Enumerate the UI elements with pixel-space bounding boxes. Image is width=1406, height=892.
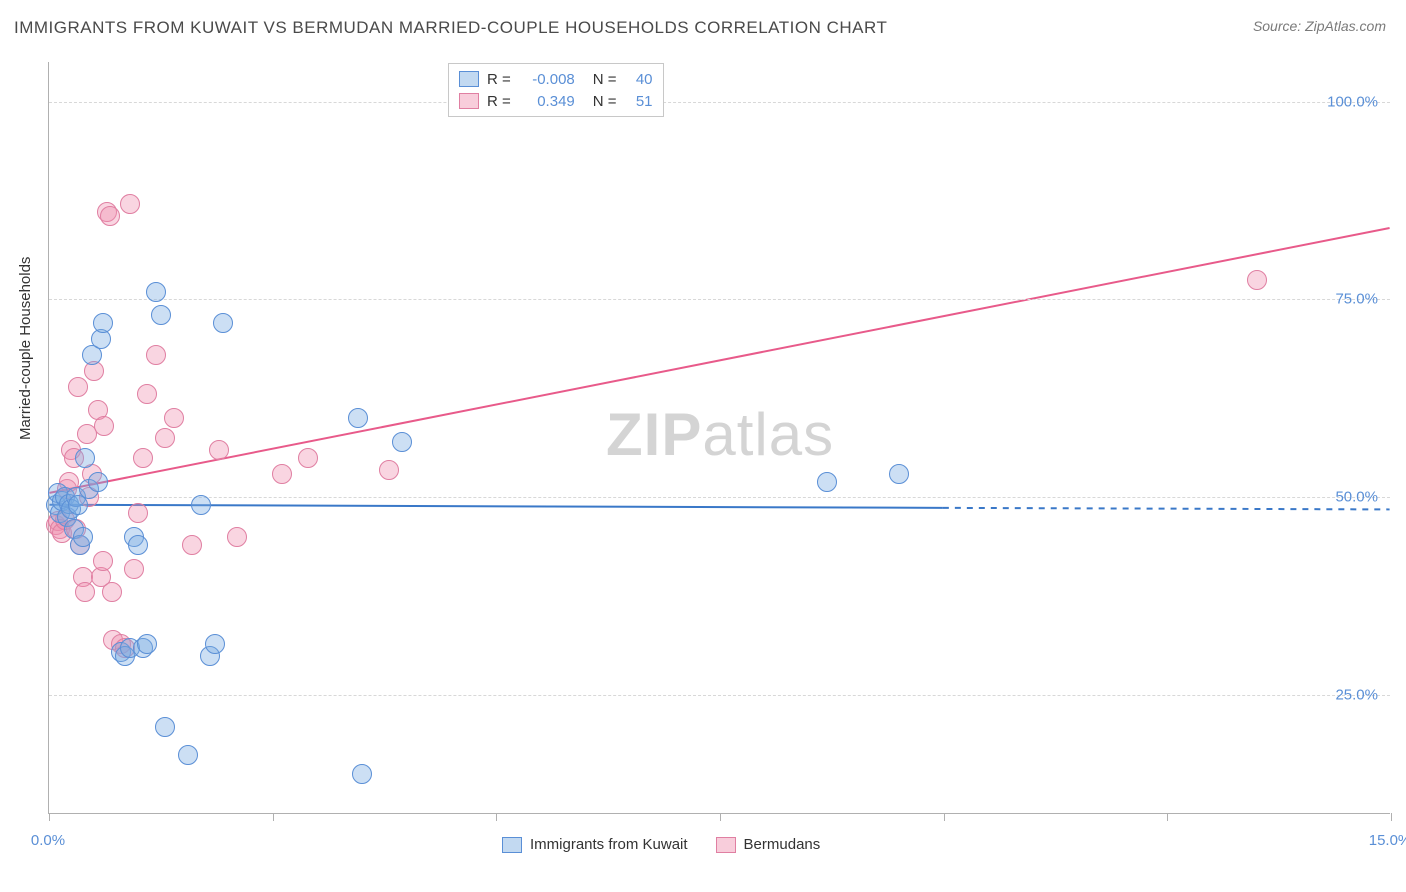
scatter-point: [120, 194, 140, 214]
legend-r-label: R =: [487, 71, 511, 88]
scatter-point: [93, 551, 113, 571]
y-tick-label: 25.0%: [1335, 687, 1378, 704]
legend-r-value: -0.008: [519, 71, 575, 88]
scatter-point: [182, 535, 202, 555]
trend-line: [943, 508, 1390, 510]
scatter-point: [155, 428, 175, 448]
x-tick-label: 15.0%: [1369, 832, 1406, 849]
legend-n-label: N =: [593, 93, 617, 110]
series-legend: Immigrants from Kuwait Bermudans: [502, 836, 820, 853]
legend-item: Immigrants from Kuwait: [502, 836, 688, 853]
trend-lines-layer: [49, 62, 1390, 813]
scatter-point: [93, 313, 113, 333]
gridline: [49, 695, 1390, 696]
x-tick: [944, 813, 945, 821]
y-tick-label: 75.0%: [1335, 291, 1378, 308]
scatter-point: [178, 745, 198, 765]
legend-swatch: [459, 71, 479, 87]
scatter-point: [227, 527, 247, 547]
legend-item: Bermudans: [716, 836, 821, 853]
scatter-point: [137, 384, 157, 404]
legend-row: R = 0.349 N = 51: [459, 90, 653, 112]
scatter-point: [213, 313, 233, 333]
legend-r-label: R =: [487, 93, 511, 110]
watermark-rest: atlas: [702, 401, 834, 468]
scatter-point: [146, 282, 166, 302]
scatter-point: [75, 582, 95, 602]
trend-line: [49, 228, 1389, 493]
scatter-point: [146, 345, 166, 365]
chart-container: IMMIGRANTS FROM KUWAIT VS BERMUDAN MARRI…: [0, 0, 1406, 892]
scatter-point: [164, 408, 184, 428]
scatter-point: [137, 634, 157, 654]
legend-swatch: [502, 837, 522, 853]
legend-n-label: N =: [593, 71, 617, 88]
chart-title: IMMIGRANTS FROM KUWAIT VS BERMUDAN MARRI…: [14, 18, 887, 38]
scatter-point: [124, 559, 144, 579]
scatter-point: [102, 582, 122, 602]
scatter-point: [379, 460, 399, 480]
x-tick: [49, 813, 50, 821]
legend-swatch: [716, 837, 736, 853]
scatter-point: [1247, 270, 1267, 290]
scatter-point: [133, 448, 153, 468]
legend-n-value: 40: [625, 71, 653, 88]
gridline: [49, 299, 1390, 300]
scatter-point: [151, 305, 171, 325]
x-tick: [1167, 813, 1168, 821]
scatter-point: [817, 472, 837, 492]
y-tick-label: 50.0%: [1335, 489, 1378, 506]
watermark: ZIPatlas: [606, 400, 834, 469]
scatter-point: [128, 503, 148, 523]
scatter-point: [889, 464, 909, 484]
y-tick-label: 100.0%: [1327, 93, 1378, 110]
correlation-legend: R = -0.008 N = 40 R = 0.349 N = 51: [448, 63, 664, 117]
x-tick: [273, 813, 274, 821]
source-attribution: Source: ZipAtlas.com: [1253, 18, 1386, 34]
scatter-point: [68, 377, 88, 397]
scatter-point: [191, 495, 211, 515]
x-tick: [496, 813, 497, 821]
scatter-point: [392, 432, 412, 452]
scatter-point: [75, 448, 95, 468]
legend-r-value: 0.349: [519, 93, 575, 110]
legend-row: R = -0.008 N = 40: [459, 68, 653, 90]
legend-swatch: [459, 93, 479, 109]
x-tick: [1391, 813, 1392, 821]
legend-n-value: 51: [625, 93, 653, 110]
scatter-point: [205, 634, 225, 654]
scatter-point: [348, 408, 368, 428]
x-tick-label: 0.0%: [31, 832, 65, 849]
watermark-bold: ZIP: [606, 401, 702, 468]
x-tick: [720, 813, 721, 821]
y-axis-label: Married-couple Households: [17, 257, 34, 440]
gridline: [49, 102, 1390, 103]
legend-label: Immigrants from Kuwait: [530, 836, 688, 853]
scatter-point: [272, 464, 292, 484]
scatter-point: [155, 717, 175, 737]
plot-area: ZIPatlas 25.0% 50.0% 75.0% 100.0%: [48, 62, 1390, 814]
scatter-point: [94, 416, 114, 436]
scatter-point: [298, 448, 318, 468]
scatter-point: [128, 535, 148, 555]
scatter-point: [88, 472, 108, 492]
scatter-point: [352, 764, 372, 784]
scatter-point: [209, 440, 229, 460]
trend-line: [49, 505, 942, 508]
gridline: [49, 497, 1390, 498]
legend-label: Bermudans: [744, 836, 821, 853]
scatter-point: [73, 527, 93, 547]
scatter-point: [100, 206, 120, 226]
